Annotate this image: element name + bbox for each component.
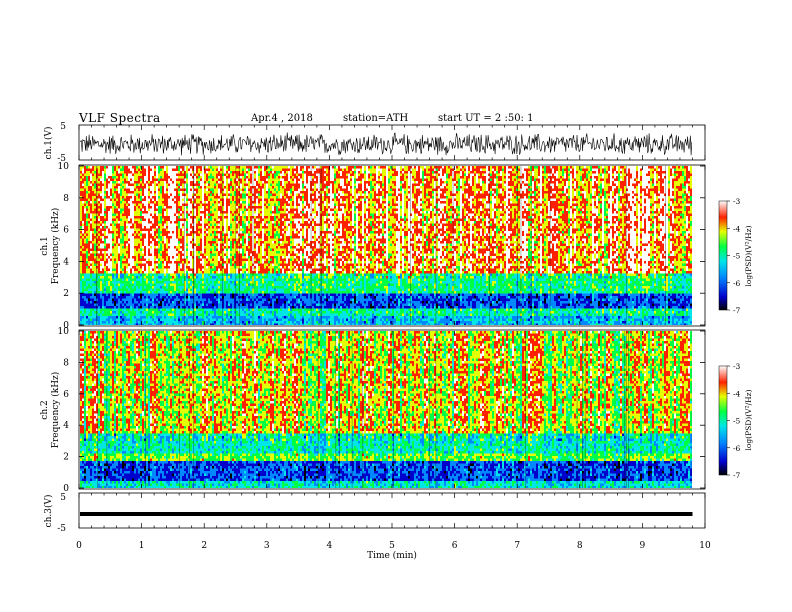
ch3-ytick-top: 5: [60, 493, 66, 503]
ch2-spectrogram-heatmap: [80, 331, 692, 488]
ch2-channel-label: ch.2: [40, 400, 50, 419]
x-axis-label: Time (min): [367, 550, 417, 561]
station-label: station=ATH: [343, 113, 408, 124]
sp2-colorbar-tick: -4: [733, 389, 741, 398]
ch1-spectrogram-panel: 0 2 4 6 8 10 ch.1 Frequency (kHz): [40, 162, 706, 331]
ch1-colorbar: -3 -4 -5 -6 -7 log(PSD)(V²/Hz): [718, 197, 753, 315]
ch1-spectrogram-heatmap: [80, 166, 692, 325]
x-tick-label: 2: [201, 541, 207, 551]
ch2-frequency-label: Frequency (kHz): [50, 372, 61, 449]
ch3-waveform-panel: 5 -5 ch.3(V) 0 1 2 3 4 5 6 7 8 9 10 Time (min): [43, 492, 711, 561]
sp1-ytick-label: 4: [63, 257, 69, 267]
sp1-colorbar-tick: -4: [733, 224, 741, 233]
ch1-waveform-trace: [80, 132, 692, 156]
sp2-ytick-label: 8: [63, 358, 69, 368]
sp2-ytick-label: 2: [63, 453, 69, 463]
x-tick-label: 4: [327, 541, 333, 551]
sp2-colorbar-tick: -5: [733, 417, 741, 426]
ch1-ytick-top: 5: [60, 122, 66, 132]
sp1-colorbar-tick: -7: [733, 306, 741, 315]
x-tick-label: 8: [577, 541, 583, 551]
ch3-ytick-bottom: -5: [57, 524, 66, 534]
figure-title: VLF Spectra: [79, 111, 161, 125]
ch1-waveform-line: [80, 132, 692, 156]
sp2-colorbar-tick: -6: [733, 444, 741, 453]
sp1-ytick-label: 6: [63, 226, 69, 236]
sp2-colorbar-tick: -3: [733, 362, 741, 371]
sp1-ytick-label: 10: [58, 162, 70, 172]
ch2-colorbar: -3 -4 -5 -6 -7 log(PSD)(V²/Hz): [718, 362, 753, 480]
x-tick-label: 5: [389, 541, 395, 551]
x-tick-label: 7: [514, 541, 520, 551]
x-tick-label: 0: [76, 541, 82, 551]
date-label: Apr.4 , 2018: [251, 113, 313, 124]
sp2-ytick-label: 10: [58, 327, 70, 337]
sp2-ytick-label: 0: [63, 484, 69, 494]
x-tick-label: 6: [452, 541, 458, 551]
ch1-channel-label: ch.1: [40, 236, 50, 255]
x-tick-label: 3: [264, 541, 270, 551]
x-tick-label: 10: [699, 541, 711, 551]
sp1-colorbar-tick: -5: [733, 252, 741, 261]
sp1-colorbar-tick: -6: [733, 279, 741, 288]
sp1-ytick-label: 8: [63, 194, 69, 204]
sp2-colorbar-tick: -7: [733, 471, 741, 480]
x-tick-label: 9: [640, 541, 646, 551]
ch1-waveform-panel: 5 -5 ch.1(V): [43, 122, 706, 164]
sp2-ytick-label: 6: [63, 390, 69, 400]
ch1-colorbar-label: log(PSD)(V²/Hz): [744, 225, 753, 286]
ch1-ytick-bottom: -5: [57, 154, 66, 164]
x-tick-label: 1: [139, 541, 145, 551]
ch2-colorbar-label: log(PSD)(V²/Hz): [744, 389, 753, 450]
sp1-colorbar-tick: -3: [733, 197, 741, 206]
sp1-ytick-label: 2: [63, 289, 69, 299]
ch1-ylabel: ch.1(V): [43, 127, 54, 160]
start-time-label: start UT = 2 :50: 1: [438, 113, 533, 124]
ch1-frequency-label: Frequency (kHz): [50, 208, 61, 285]
sp2-ytick-label: 4: [63, 421, 69, 431]
ch2-spectrogram-panel: 0 2 4 6 8 10 ch.2 Frequency (kHz): [40, 327, 706, 494]
ch3-ylabel: ch.3(V): [43, 495, 54, 528]
sp1-ytick-label: 0: [63, 321, 69, 331]
